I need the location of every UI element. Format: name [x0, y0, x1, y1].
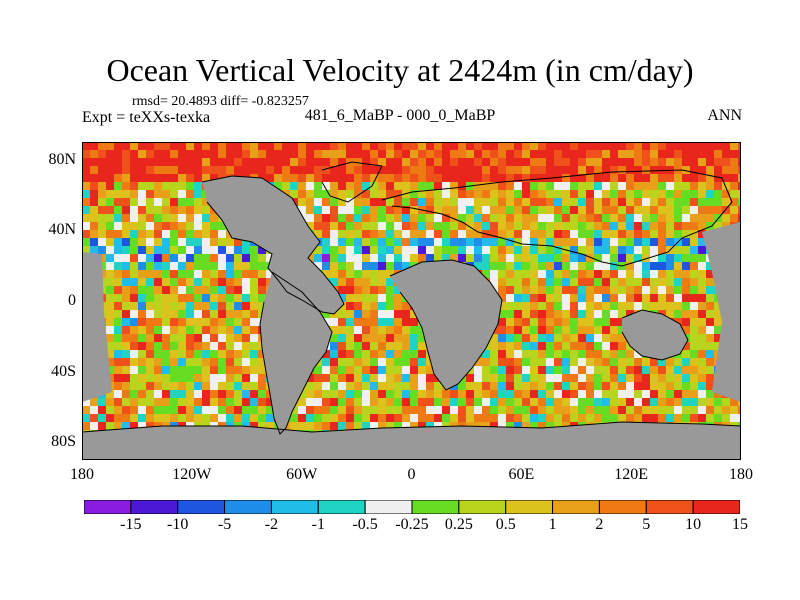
land-region [82, 252, 112, 402]
case-label: 481_6_MaBP - 000_0_MaBP [304, 107, 496, 124]
colorbar-swatch [411, 500, 460, 514]
colorbar-swatch [224, 500, 272, 514]
colorbar-swatch [270, 500, 319, 514]
colorbar-label: 2 [595, 516, 604, 533]
colorbar-label: 0.5 [495, 516, 516, 533]
colorbar-swatch [598, 500, 647, 514]
colorbar-swatch [317, 500, 366, 514]
colorbar-swatch [552, 500, 600, 514]
lon-tick-label: 0 [407, 466, 416, 483]
land-region [202, 176, 344, 314]
colorbar-label: -2 [264, 516, 279, 533]
land-region [260, 272, 332, 434]
colorbar-label: -15 [120, 516, 142, 533]
colorbar-swatch [645, 500, 694, 514]
colorbar-label: -0.25 [395, 516, 429, 533]
colorbar-label: -0.5 [352, 516, 378, 533]
colorbar-label: -10 [167, 516, 189, 533]
colorbar-swatch [364, 500, 413, 514]
land-mask [82, 176, 741, 460]
lat-tick-label: 40S [51, 362, 76, 380]
colorbar-label: 0.25 [444, 516, 473, 533]
lat-tick-label: 80N [48, 150, 76, 168]
colorbar-label: 10 [685, 516, 702, 533]
colorbar [84, 500, 740, 514]
land-region [82, 422, 741, 460]
land-region [622, 310, 688, 360]
experiment-label: Expt = teXXs-texka [82, 109, 211, 126]
lat-tick-label: 40N [48, 221, 76, 239]
colorbar-swatch [458, 500, 507, 514]
lon-tick-label: 120E [614, 466, 649, 483]
colorbar-label: 15 [732, 516, 748, 533]
plot-title: Ocean Vertical Velocity at 2424m (in cm/… [106, 52, 694, 88]
lon-tick-label: 60E [508, 466, 535, 483]
coastlines [82, 161, 741, 435]
colorbar-swatch [177, 500, 226, 514]
colorbar-label: -5 [217, 516, 232, 533]
land-region [702, 222, 741, 402]
colorbar-swatch [84, 500, 132, 514]
colorbar-swatch [505, 500, 554, 514]
colorbar-label: -1 [311, 516, 325, 533]
lon-tick-label: 180 [70, 466, 94, 483]
lat-tick-label: 0 [68, 292, 76, 309]
stats-text: rmsd= 20.4893 diff= -0.823257 [132, 94, 309, 109]
land-region [390, 260, 502, 390]
lon-tick-label: 60W [286, 466, 318, 483]
lon-tick-label: 120W [172, 466, 212, 483]
season-label: ANN [707, 107, 742, 124]
colorbar-swatch [130, 500, 179, 514]
colorbar-swatch [692, 500, 740, 514]
velocity-map [82, 142, 741, 460]
lat-tick-label: 80S [51, 433, 76, 451]
lon-tick-label: 180 [729, 466, 753, 483]
colorbar-label: 5 [642, 516, 651, 533]
colorbar-label: 1 [548, 516, 557, 533]
